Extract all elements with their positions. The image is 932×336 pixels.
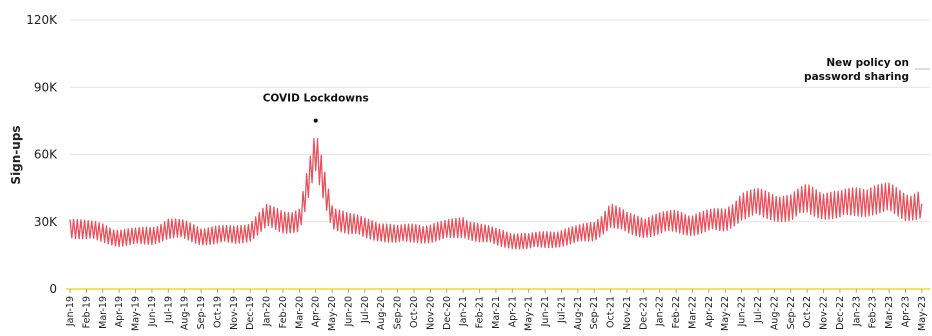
- signups-series-line: [69, 137, 923, 250]
- x-tick-label: Aug-21: [573, 296, 584, 330]
- x-tick-label: Jul-21: [556, 296, 567, 324]
- x-tick-label: Jan-23: [851, 296, 862, 327]
- x-tick-label: Aug-20: [376, 296, 387, 330]
- x-tick-label: Apr-19: [114, 296, 125, 327]
- x-tick-label: Feb-20: [278, 296, 289, 328]
- x-tick-label: Mar-20: [294, 296, 305, 329]
- x-tick-label: Apr-20: [311, 296, 322, 327]
- x-tick-label: Sep-22: [786, 296, 797, 329]
- x-tick-label: Dec-20: [442, 296, 453, 330]
- y-tick-label: 120K: [26, 13, 58, 27]
- x-tick-label: Nov-21: [622, 296, 633, 330]
- x-tick-label: Feb-22: [671, 296, 682, 328]
- x-tick-label: Aug-19: [180, 296, 191, 330]
- annotations: COVID Lockdowns New policy on password sha…: [263, 57, 930, 123]
- y-axis-label: Sign-ups: [9, 125, 23, 184]
- x-tick-label: Feb-21: [475, 296, 486, 328]
- x-tick-label: Feb-23: [868, 296, 879, 328]
- x-tick-label: Jan-22: [655, 296, 666, 327]
- x-tick-label: Jan-20: [262, 296, 273, 327]
- y-tick-label: 30K: [34, 215, 58, 229]
- x-tick-label: Dec-22: [835, 296, 846, 330]
- x-tick-label: Sep-21: [589, 296, 600, 329]
- x-tick-label: Jul-19: [163, 296, 174, 324]
- annotation-policy-line: password sharing: [804, 71, 909, 83]
- x-tick-label: Mar-21: [491, 296, 502, 329]
- x-tick-label: May-22: [720, 296, 731, 331]
- x-tick-label: Oct-20: [409, 296, 420, 328]
- x-tick-label: Apr-22: [704, 296, 715, 327]
- x-tick-label: Apr-21: [507, 296, 518, 327]
- x-tick-label: Jun-21: [540, 296, 551, 327]
- y-tick-label: 60K: [34, 148, 58, 162]
- x-tick-label: Sep-20: [393, 296, 404, 329]
- x-tick-label: Dec-19: [245, 296, 256, 330]
- x-tick-label: Jul-22: [753, 296, 764, 324]
- x-tick-label: Oct-21: [606, 296, 617, 328]
- x-tick-label: Mar-22: [687, 296, 698, 329]
- annotation-covid: COVID Lockdowns: [263, 93, 369, 105]
- y-axis-ticks: 0 30K 60K 90K 120K: [26, 13, 58, 296]
- x-tick-label: Feb-19: [81, 296, 92, 328]
- x-tick-label: Nov-19: [229, 296, 240, 330]
- x-tick-label: Jun-20: [343, 296, 354, 327]
- x-tick-label: Dec-21: [638, 296, 649, 330]
- x-tick-label: Jan-21: [458, 296, 469, 327]
- x-tick-label: Sep-19: [196, 296, 207, 329]
- x-tick-label: May-21: [524, 296, 535, 331]
- gridlines: [70, 19, 930, 223]
- x-tick-label: Jan-19: [65, 296, 76, 327]
- x-tick-label: May-20: [327, 296, 338, 331]
- y-tick-label: 0: [49, 282, 57, 296]
- x-tick-label: Jul-20: [360, 296, 371, 324]
- x-tick-label: Mar-23: [884, 296, 895, 329]
- x-tick-label: May-23: [917, 296, 928, 331]
- x-tick-label: Apr-23: [900, 296, 911, 327]
- x-tick-label: Jun-22: [737, 296, 748, 327]
- x-tick-label: Jun-19: [147, 296, 158, 327]
- annotation-policy-line: New policy on: [826, 57, 909, 69]
- x-tick-label: Aug-22: [769, 296, 780, 330]
- x-tick-label: May-19: [131, 296, 142, 331]
- x-tick-label: Mar-19: [98, 296, 109, 329]
- x-axis-ticks: Jan-19 Feb-19 Mar-19 Apr-19 May-19 Jun-19 Jul-…: [65, 289, 928, 331]
- x-tick-label: Nov-20: [425, 296, 436, 330]
- x-tick-label: Nov-22: [819, 296, 830, 330]
- annotation-marker: [313, 118, 318, 123]
- y-tick-label: 90K: [34, 80, 58, 94]
- x-tick-label: Oct-22: [802, 296, 813, 328]
- x-tick-label: Oct-19: [212, 296, 223, 328]
